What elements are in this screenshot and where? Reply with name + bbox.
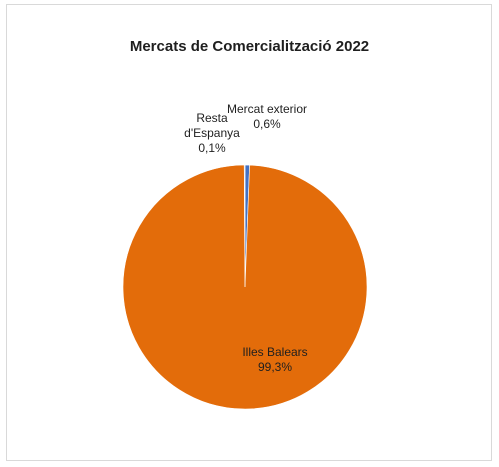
- chart-title: Mercats de Comercialització 2022: [129, 38, 370, 55]
- slice-label: Mercat exterior 0,6%: [227, 102, 307, 131]
- slice-label: Illes Balears 99,3%: [242, 345, 307, 374]
- pie-slice: [243, 164, 246, 288]
- slice-label: Resta d'Espanya 0,1%: [184, 111, 240, 155]
